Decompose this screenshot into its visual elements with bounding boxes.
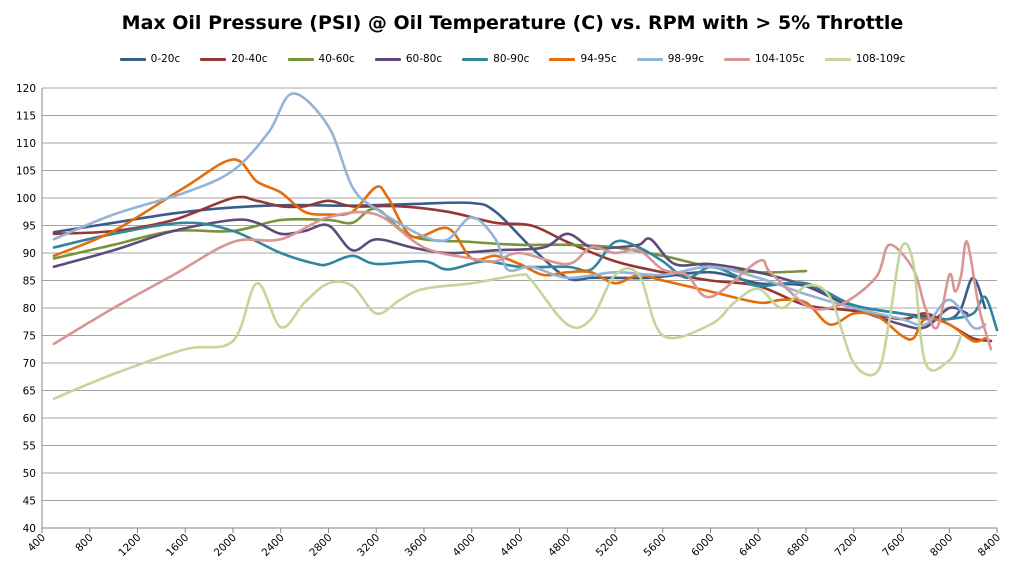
legend-label: 98-99c	[667, 53, 705, 65]
legend-label: 104-105c	[755, 53, 805, 65]
x-tick-label: 2800	[307, 532, 334, 559]
series-line-108-109c	[52, 242, 963, 401]
legend: 0-20c 20-40c 40-60c 60-80c 80-90c 94-95c 98-99…	[0, 53, 1025, 65]
x-tick-label: 6400	[737, 532, 764, 559]
x-tick-label: 3600	[403, 532, 430, 559]
legend-swatch	[549, 57, 576, 61]
x-tick-label: 8400	[976, 532, 1003, 559]
legend-swatch	[636, 57, 663, 61]
series-line-80-90c	[52, 221, 999, 332]
series-line-60-80c	[52, 218, 969, 330]
chart-title: Max Oil Pressure (PSI) @ Oil Temperature…	[121, 12, 904, 34]
legend-swatch	[374, 57, 401, 61]
legend-item: 80-90c	[462, 53, 529, 65]
y-tick-label: 40	[23, 523, 36, 535]
series-line-98-99c	[52, 92, 987, 330]
legend-swatch	[724, 57, 751, 61]
x-tick-label: 2400	[259, 532, 286, 559]
legend-label: 0-20c	[150, 53, 181, 65]
y-tick-label: 70	[23, 358, 36, 370]
y-tick-label: 80	[23, 303, 36, 315]
series-line-94-95c	[52, 158, 987, 343]
legend-label: 94-95c	[580, 53, 617, 65]
x-tick-label: 5600	[641, 532, 668, 559]
x-tick-label: 6000	[689, 532, 716, 559]
legend-item: 0-20c	[119, 53, 181, 65]
series-line-104-105c	[52, 210, 993, 351]
x-tick-label: 5200	[594, 532, 621, 559]
y-tick-label: 110	[16, 138, 36, 150]
x-tick-label: 7600	[880, 532, 907, 559]
y-tick-label: 50	[23, 468, 36, 480]
x-tick-label: 6800	[785, 532, 812, 559]
x-tick-label: 7200	[832, 532, 859, 559]
legend-label: 40-60c	[318, 53, 355, 65]
legend-swatch	[824, 57, 851, 61]
series-lines	[52, 92, 999, 401]
tick-labels: 40 45 50 55 60 65 70 75 80 85 90 95 100 105 110 115 120 4…	[16, 83, 1003, 559]
legend-swatch	[119, 57, 146, 61]
legend-item: 104-105c	[724, 53, 805, 65]
legend-item: 108-109c	[824, 53, 906, 65]
x-tick-label: 4000	[450, 532, 477, 559]
legend-label: 60-80c	[405, 53, 443, 65]
y-tick-label: 85	[23, 276, 36, 288]
x-tick-label: 800	[73, 532, 96, 555]
y-tick-label: 75	[23, 331, 36, 343]
x-tick-label: 400	[25, 532, 48, 555]
y-tick-label: 90	[23, 248, 36, 260]
legend-swatch	[200, 57, 227, 61]
legend-item: 20-40c	[200, 53, 268, 65]
y-tick-label: 120	[16, 83, 36, 95]
y-tick-label: 45	[23, 496, 36, 508]
legend-item: 40-60c	[287, 53, 355, 65]
y-tick-label: 115	[16, 111, 36, 123]
x-tick-label: 1200	[116, 532, 143, 559]
x-tick-label: 3200	[355, 532, 382, 559]
x-tick-label: 2000	[212, 532, 239, 559]
x-tick-label: 4800	[546, 532, 573, 559]
x-tick-label: 1600	[164, 532, 191, 559]
legend-item: 60-80c	[374, 53, 443, 65]
x-tick-label: 4400	[498, 532, 525, 559]
legend-item: 98-99c	[636, 53, 705, 65]
y-tick-label: 100	[16, 193, 36, 205]
y-tick-label: 55	[23, 441, 36, 453]
legend-swatch	[287, 57, 314, 61]
y-tick-label: 60	[23, 413, 36, 425]
axes	[41, 88, 998, 533]
legend-swatch	[462, 57, 489, 61]
legend-label: 20-40c	[231, 53, 268, 65]
y-tick-label: 95	[23, 221, 36, 233]
y-tick-label: 65	[23, 386, 36, 398]
legend-item: 94-95c	[549, 53, 617, 65]
y-tick-label: 105	[16, 166, 36, 178]
legend-label: 108-109c	[855, 53, 906, 65]
x-tick-label: 8000	[928, 532, 955, 559]
legend-label: 80-90c	[493, 53, 530, 65]
